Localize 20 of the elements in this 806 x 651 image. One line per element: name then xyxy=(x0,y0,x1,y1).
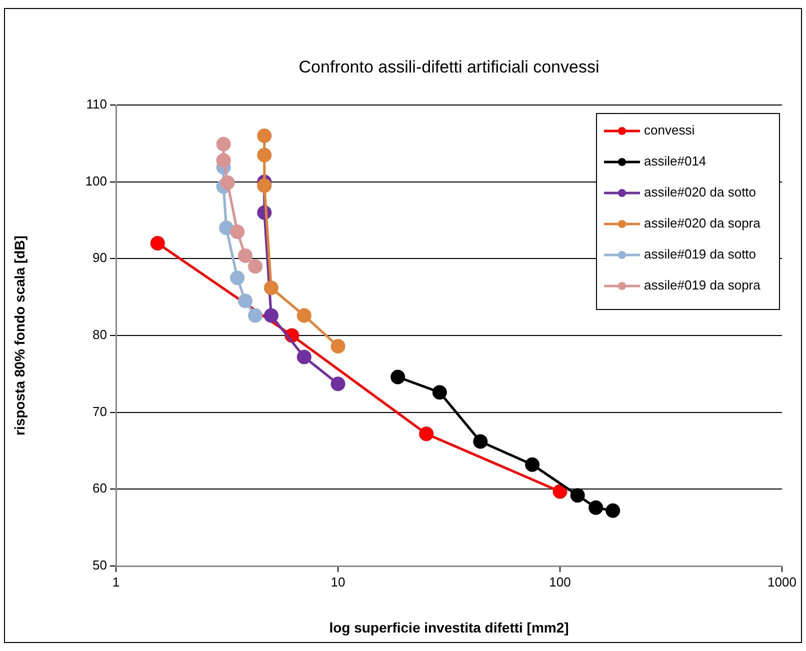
y-tick-label: 60 xyxy=(92,480,107,496)
y-tick-label: 50 xyxy=(92,558,107,573)
legend-label: convessi xyxy=(644,122,695,138)
x-tick-label: 100 xyxy=(549,574,571,590)
legend-label: assile#014 xyxy=(644,154,706,169)
y-tick-label: 80 xyxy=(92,327,107,342)
x-tick-label: 1 xyxy=(112,574,120,590)
legend-label: assile#019 da sopra xyxy=(644,278,762,293)
x-axis-title: log superficie investita difetti [mm2] xyxy=(329,619,569,636)
y-tick-label: 100 xyxy=(85,173,107,188)
legend-label: assile#020 da sotto xyxy=(644,184,756,200)
legend-label: assile#020 da sopra xyxy=(644,216,762,231)
legend-label: assile#019 da sotto xyxy=(644,246,756,262)
chart-title: Confronto assili-difetti artificiali convessi xyxy=(298,58,600,77)
x-tick-label: 1000 xyxy=(768,574,796,590)
x-tick-label: 10 xyxy=(330,574,346,590)
y-tick-label: 70 xyxy=(92,404,107,419)
y-tick-label: 90 xyxy=(92,250,107,266)
y-tick-label: 110 xyxy=(86,96,107,112)
y-axis-title: risposta 80% fondo scala [dB] xyxy=(11,236,28,436)
